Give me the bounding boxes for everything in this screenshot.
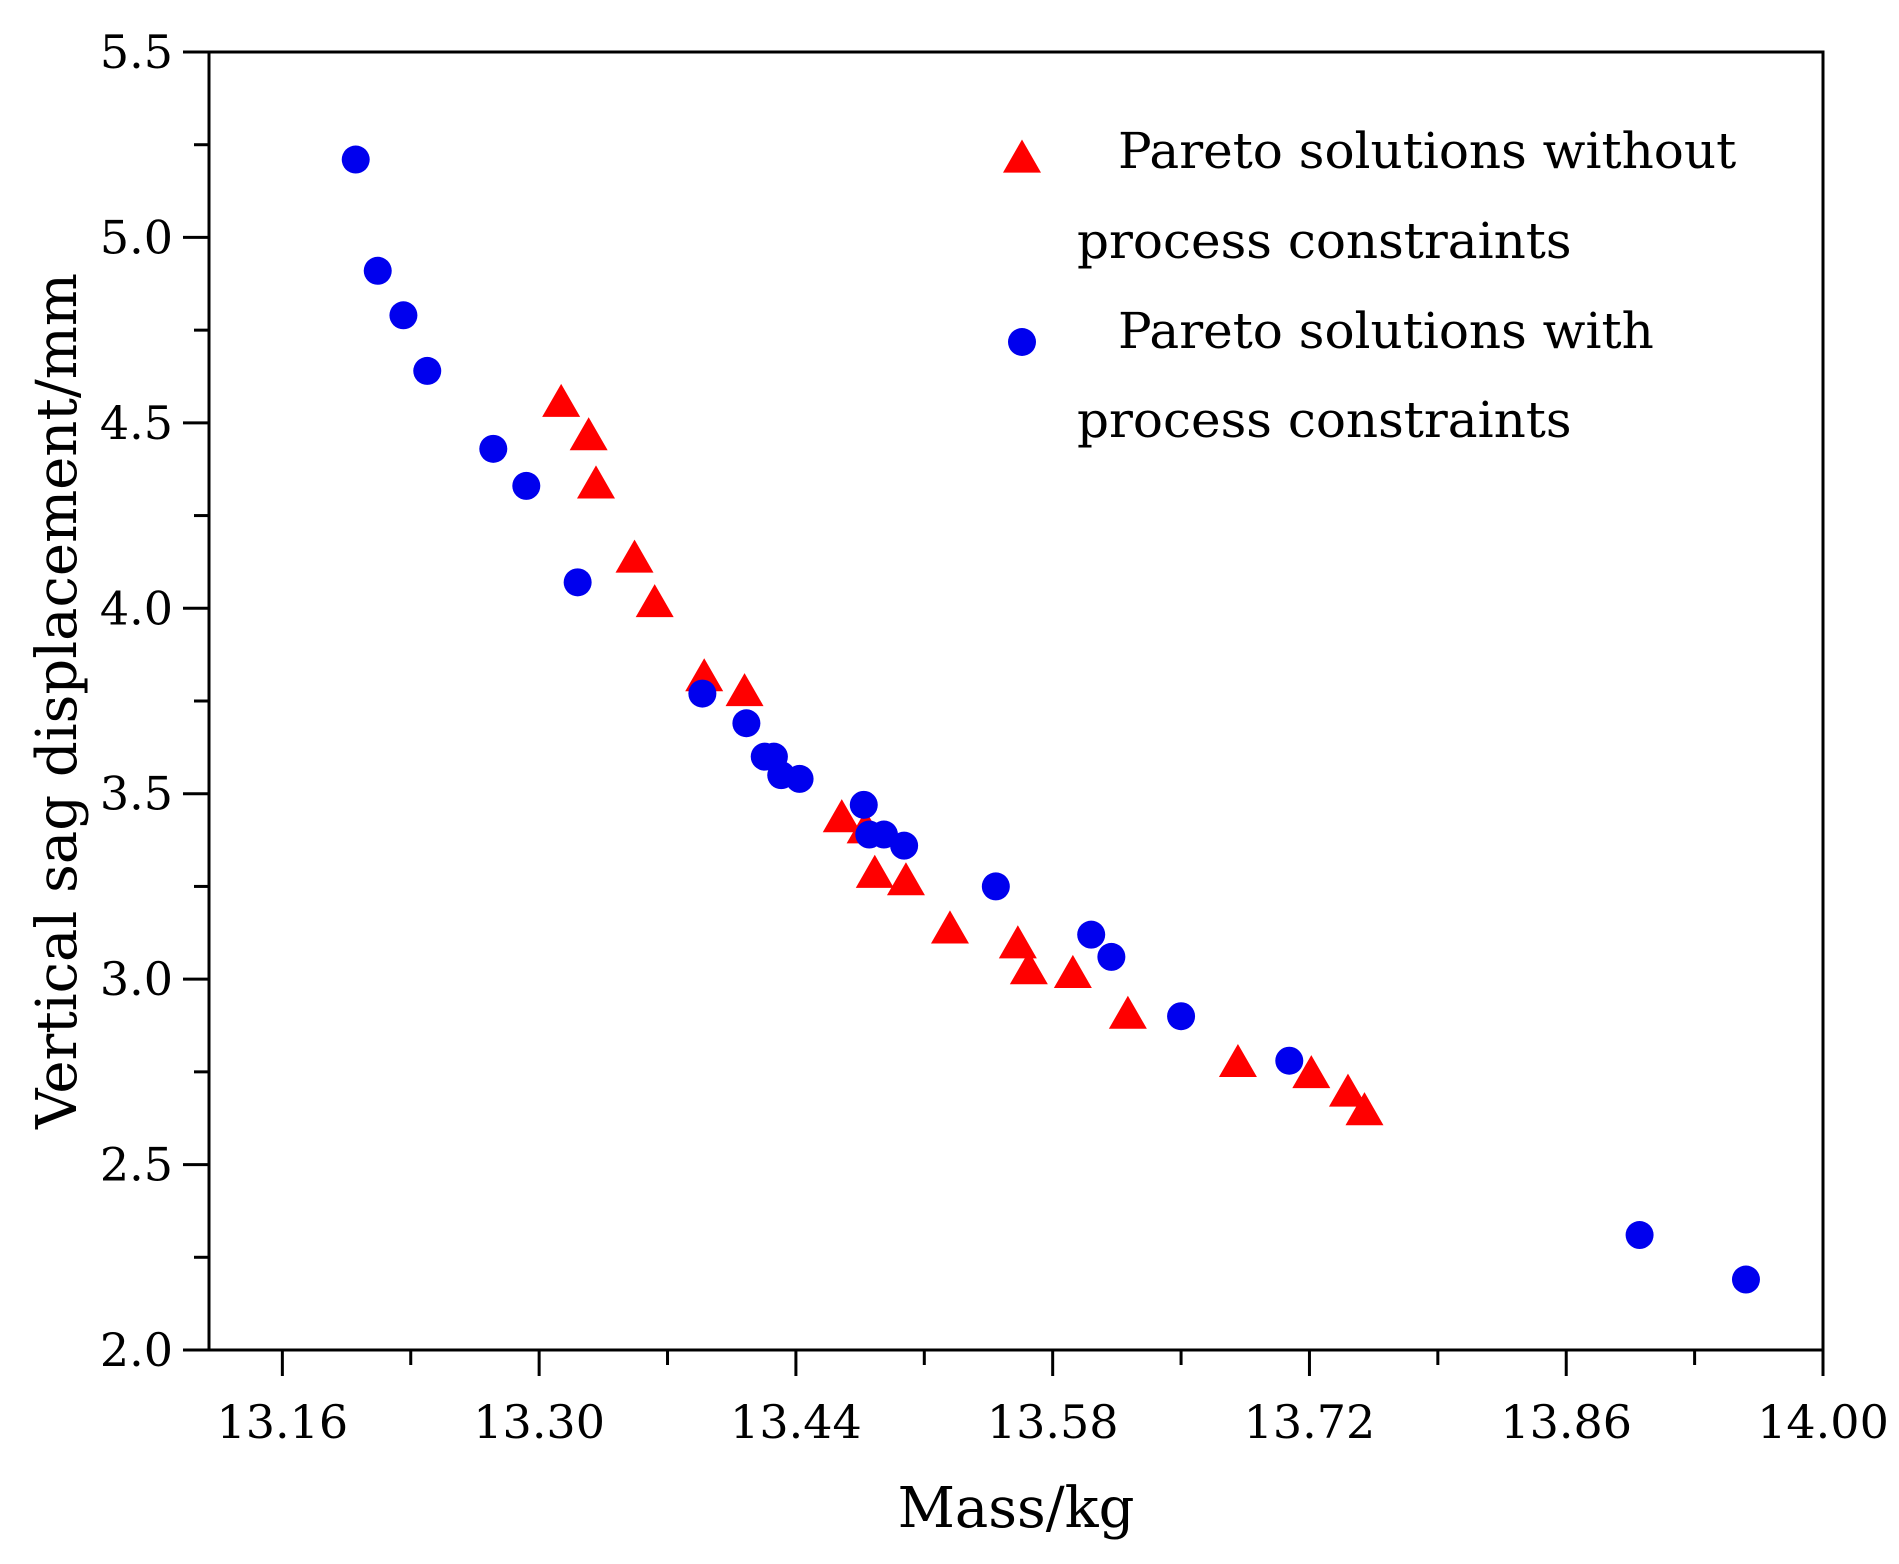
circle-marker bbox=[981, 872, 1010, 901]
plot-frame bbox=[207, 50, 1825, 1352]
triangle-marker bbox=[542, 383, 581, 417]
triangle-marker bbox=[1053, 954, 1092, 988]
y-axis-ticks bbox=[183, 50, 209, 1352]
circle-marker bbox=[1077, 920, 1106, 949]
circle-marker bbox=[688, 679, 717, 708]
x-axis-title: Mass/kg bbox=[898, 1476, 1135, 1541]
x-tick-label: 14.00 bbox=[1757, 1395, 1889, 1449]
triangle-marker bbox=[635, 584, 674, 618]
circle-marker bbox=[1167, 1002, 1196, 1031]
y-tick-label: 4.0 bbox=[100, 581, 173, 635]
triangle-marker bbox=[886, 862, 925, 896]
circle-marker bbox=[1625, 1221, 1654, 1250]
triangle-marker bbox=[930, 910, 969, 944]
triangle-marker bbox=[1292, 1055, 1331, 1089]
x-axis-tick-labels: 13.16 13.30 13.44 13.58 13.72 13.86 14.00 bbox=[217, 1395, 1889, 1449]
legend: Pareto solutions without process constrai… bbox=[1003, 122, 1736, 449]
triangle-marker bbox=[569, 417, 608, 451]
triangle-marker bbox=[1108, 995, 1147, 1029]
x-tick-label: 13.72 bbox=[1244, 1395, 1376, 1449]
legend-label-line2: process constraints bbox=[1077, 391, 1572, 449]
y-tick-label: 4.5 bbox=[100, 396, 173, 450]
x-tick-label: 13.44 bbox=[730, 1395, 862, 1449]
y-tick-label: 3.0 bbox=[100, 952, 173, 1006]
x-tick-label: 13.16 bbox=[217, 1395, 349, 1449]
y-axis-title: Vertical sag displacement/mm bbox=[25, 273, 90, 1130]
y-tick-label: 5.5 bbox=[100, 25, 173, 79]
circle-marker bbox=[1097, 942, 1126, 971]
y-tick-label: 3.5 bbox=[100, 767, 173, 821]
circle-marker bbox=[389, 301, 418, 330]
circle-marker bbox=[363, 256, 392, 285]
y-tick-label: 2.5 bbox=[100, 1138, 173, 1192]
triangle-marker bbox=[576, 465, 615, 499]
circle-marker bbox=[512, 471, 541, 500]
triangle-marker bbox=[998, 925, 1037, 959]
x-tick-label: 13.30 bbox=[473, 1395, 605, 1449]
legend-circle-marker bbox=[1008, 328, 1036, 356]
triangle-marker bbox=[725, 673, 764, 707]
circle-marker bbox=[1275, 1046, 1304, 1075]
circle-marker bbox=[785, 764, 814, 793]
legend-triangle-marker bbox=[1003, 139, 1041, 173]
circle-marker bbox=[849, 790, 878, 819]
legend-label-line2: process constraints bbox=[1077, 212, 1572, 270]
y-axis-tick-labels: 2.0 2.5 3.0 3.5 4.0 4.5 5.0 5.5 bbox=[100, 25, 173, 1377]
data-points bbox=[341, 145, 1760, 1294]
triangle-marker bbox=[1345, 1092, 1384, 1126]
triangle-marker bbox=[1009, 951, 1048, 985]
triangle-marker bbox=[615, 539, 654, 573]
circle-marker bbox=[890, 831, 919, 860]
x-tick-label: 13.86 bbox=[1500, 1395, 1632, 1449]
circle-marker bbox=[413, 356, 442, 385]
x-tick-label: 13.58 bbox=[987, 1395, 1119, 1449]
y-tick-label: 5.0 bbox=[100, 210, 173, 264]
circle-marker bbox=[732, 709, 761, 738]
circle-marker bbox=[563, 568, 592, 597]
x-axis-ticks bbox=[280, 1350, 1825, 1376]
y-tick-label: 2.0 bbox=[100, 1323, 173, 1377]
circle-marker bbox=[479, 434, 508, 463]
legend-label-line1: Pareto solutions with bbox=[1118, 302, 1654, 360]
triangle-marker bbox=[855, 854, 894, 888]
circle-marker bbox=[341, 145, 370, 174]
circle-marker bbox=[1731, 1265, 1760, 1294]
triangle-marker bbox=[1218, 1043, 1257, 1078]
triangle-marker bbox=[822, 799, 861, 833]
legend-label-line1: Pareto solutions without bbox=[1118, 122, 1736, 180]
triangle-marker bbox=[1328, 1073, 1367, 1107]
